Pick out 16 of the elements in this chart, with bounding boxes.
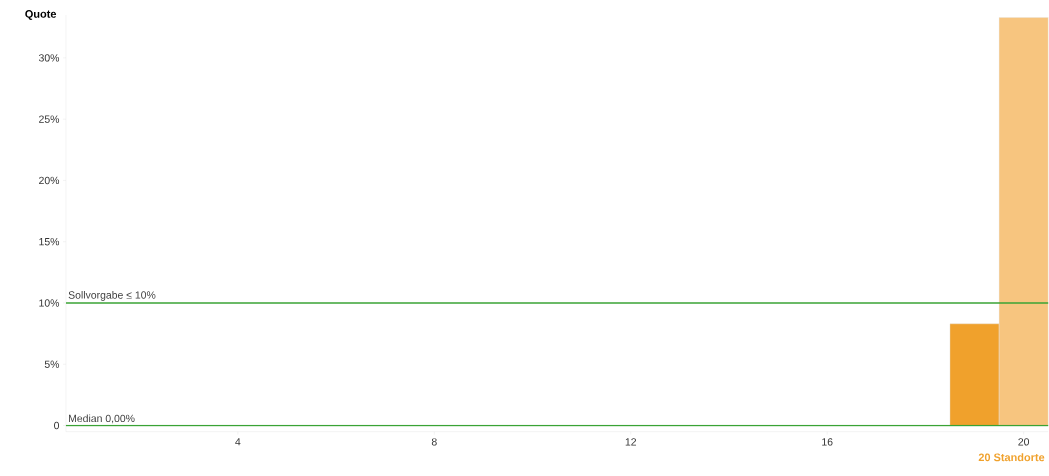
ref-line-label: Sollvorgabe ≤ 10% <box>68 291 156 301</box>
y-tick-label: 10% <box>39 299 60 307</box>
x-axis-title: 20 Standorte <box>978 453 1045 462</box>
x-tick-label: 4 <box>235 438 241 446</box>
y-tick-label: 0 <box>54 422 60 430</box>
ref-line-label: Median 0,00% <box>69 414 135 424</box>
y-tick-label: 20% <box>39 176 60 185</box>
y-axis-title: Quote <box>25 10 57 21</box>
x-tick-label: 12 <box>625 438 637 446</box>
x-tick-label: 16 <box>822 438 833 446</box>
y-tick-label: 25% <box>39 115 60 124</box>
y-tick-label: 30% <box>38 54 60 62</box>
y-tick-label: 15% <box>39 238 60 246</box>
x-tick-label: 8 <box>431 438 437 446</box>
y-tick-label: 5% <box>44 360 60 369</box>
x-tick-label: 20 <box>1018 438 1030 446</box>
